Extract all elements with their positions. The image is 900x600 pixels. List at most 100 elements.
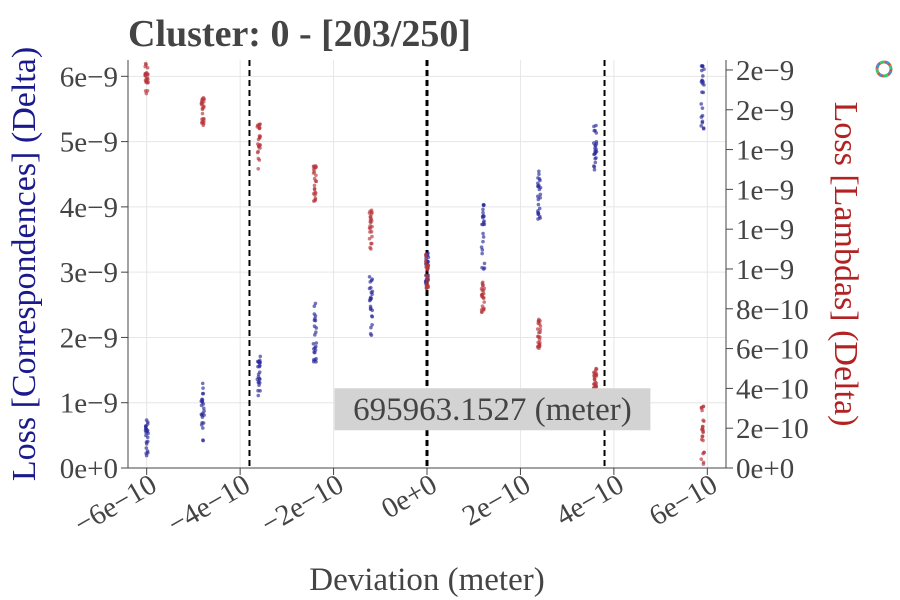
data-point[interactable] [537,343,542,347]
data-point[interactable] [369,219,374,223]
data-point[interactable] [424,284,429,289]
data-point[interactable] [367,298,372,303]
data-point[interactable] [480,251,484,256]
data-point[interactable] [699,406,704,410]
data-point[interactable] [312,166,317,170]
data-point[interactable] [145,88,150,93]
data-point[interactable] [143,428,148,433]
data-point[interactable] [258,354,263,359]
data-point[interactable] [594,156,598,160]
data-point[interactable] [592,370,596,375]
data-point[interactable] [314,179,319,184]
data-point[interactable] [536,340,540,345]
data-point[interactable] [537,322,542,326]
data-point[interactable] [369,285,373,290]
data-point[interactable] [368,214,373,219]
data-point[interactable] [482,300,487,304]
data-point[interactable] [201,426,205,430]
data-point[interactable] [425,274,430,279]
data-point[interactable] [701,460,706,465]
data-point[interactable] [481,235,486,239]
data-points[interactable] [143,61,706,466]
data-point[interactable] [592,165,597,169]
data-point[interactable] [256,372,261,377]
data-point[interactable] [256,144,261,149]
data-point[interactable] [699,102,704,106]
data-point[interactable] [369,278,374,283]
data-point[interactable] [200,120,205,124]
data-point[interactable] [701,126,706,130]
data-point[interactable] [481,207,485,212]
data-point[interactable] [200,103,204,107]
data-point[interactable] [201,391,206,396]
data-point[interactable] [314,341,319,345]
data-point[interactable] [700,90,704,94]
data-point[interactable] [700,106,705,110]
data-point[interactable] [314,326,319,330]
data-point[interactable] [700,120,705,125]
data-point[interactable] [313,314,318,318]
data-point[interactable] [424,254,428,259]
data-point[interactable] [370,234,374,239]
data-point[interactable] [314,173,318,178]
data-point[interactable] [594,147,598,152]
plotly-logo-icon[interactable] [875,60,893,78]
data-point[interactable] [593,160,598,165]
data-point[interactable] [200,381,205,386]
data-point[interactable] [594,381,599,385]
data-point[interactable] [144,76,149,81]
data-point[interactable] [537,214,542,219]
data-point[interactable] [699,457,704,461]
data-point[interactable] [426,263,430,268]
data-point[interactable] [536,211,541,216]
data-point[interactable] [311,199,316,203]
data-point[interactable] [538,335,542,339]
data-point[interactable] [367,211,372,215]
data-point[interactable] [367,236,372,241]
data-point[interactable] [312,304,317,308]
data-point[interactable] [481,267,486,271]
data-point[interactable] [481,239,485,244]
data-point[interactable] [699,80,704,84]
data-point[interactable] [537,206,542,211]
data-point[interactable] [369,229,374,234]
data-point[interactable] [256,393,261,398]
data-point[interactable] [369,314,374,318]
data-point[interactable] [481,222,485,227]
data-point[interactable] [312,183,317,188]
data-point[interactable] [313,301,318,306]
data-point[interactable] [481,210,485,215]
data-point[interactable] [146,439,150,444]
data-point[interactable] [699,68,704,73]
data-point[interactable] [538,192,543,197]
data-point[interactable] [480,292,485,297]
data-point[interactable] [482,261,487,266]
data-point[interactable] [701,438,705,443]
data-point[interactable] [144,80,148,85]
data-point[interactable] [257,126,262,130]
data-point[interactable] [537,183,541,188]
data-point[interactable] [538,196,543,200]
data-point[interactable] [593,144,598,148]
data-point[interactable] [367,274,372,279]
data-point[interactable] [482,219,486,223]
data-point[interactable] [480,283,485,288]
data-point[interactable] [369,241,373,246]
data-point[interactable] [536,319,541,323]
data-point[interactable] [256,359,261,364]
data-point[interactable] [537,187,542,192]
data-point[interactable] [480,214,485,219]
data-point[interactable] [369,333,374,337]
data-point[interactable] [370,292,374,297]
data-point[interactable] [425,279,430,283]
data-point[interactable] [699,124,703,128]
data-point[interactable] [479,245,484,249]
data-point[interactable] [144,424,148,428]
data-point[interactable] [143,73,148,77]
data-point[interactable] [256,375,261,379]
data-point[interactable] [257,122,262,127]
data-point[interactable] [537,177,542,181]
data-point[interactable] [481,231,485,236]
data-point[interactable] [144,418,149,422]
data-point[interactable] [145,435,150,440]
